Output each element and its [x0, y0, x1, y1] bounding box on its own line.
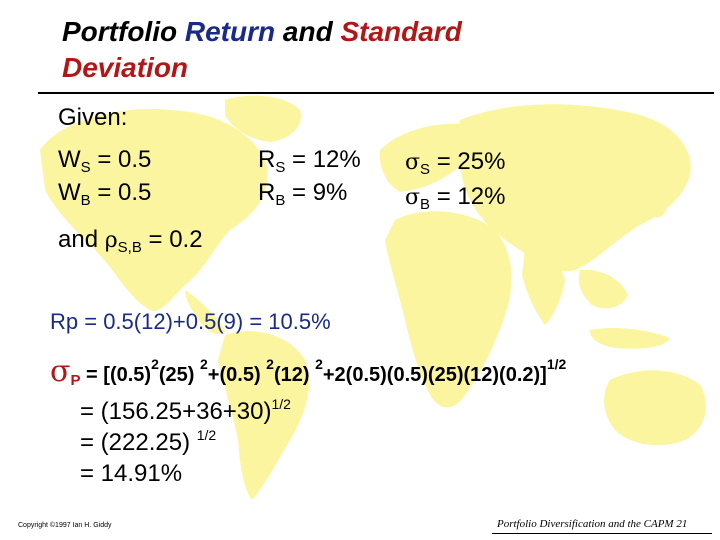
correlation: and ρS,B = 0.2 — [58, 226, 203, 257]
formula-part-1: = [(0.5) — [80, 364, 152, 386]
southeast-asia-shape — [578, 269, 628, 309]
central-america-shape — [185, 290, 225, 335]
title-part-and: and — [275, 16, 341, 47]
return-bond-subscript: B — [275, 192, 286, 209]
title-part-deviation: Deviation — [62, 52, 189, 83]
correlation-prefix: and — [58, 226, 105, 253]
step-3-text: = 14.91% — [80, 460, 183, 487]
step-1-exponent: 1/2 — [271, 396, 291, 412]
return-stock-subscript: S — [275, 159, 286, 176]
return-bond: RB = 9% — [258, 179, 347, 210]
weight-stock-value: = 0.5 — [90, 146, 152, 173]
correlation-subscript: S,B — [117, 239, 142, 256]
sigma-bond-subscript: B — [420, 196, 431, 213]
africa-shape — [385, 211, 512, 408]
slide-title: Portfolio Return and Standard Deviation — [62, 14, 662, 86]
step-3: = 14.91% — [80, 460, 182, 488]
sigma-stock: σS = 25% — [405, 148, 505, 179]
title-part-portfolio: Portfolio — [62, 16, 185, 47]
weight-stock-symbol: W — [58, 146, 81, 173]
sigma-p-symbol: σ — [50, 354, 71, 389]
copyright-notice: Copyright ©1997 Ian H. Giddy — [18, 522, 112, 529]
return-bond-symbol: R — [258, 179, 276, 206]
japan-shape — [650, 188, 669, 218]
step-1-text: = (156.25+36+30) — [80, 398, 272, 425]
step-2-exponent: 1/2 — [196, 427, 217, 443]
portfolio-return-line: Rp = 0.5(12)+0.5(9) = 10.5% — [50, 309, 331, 334]
weight-bond: WB = 0.5 — [58, 179, 151, 210]
return-stock: RS = 12% — [258, 146, 361, 177]
weight-bond-value: = 0.5 — [90, 179, 152, 206]
europe-shape — [379, 123, 475, 192]
weight-bond-symbol: W — [58, 179, 81, 206]
formula-exp-1: 2 — [151, 356, 159, 372]
formula-exp-4: 2 — [315, 356, 323, 372]
step-1: = (156.25+36+30)1/2 — [80, 396, 291, 428]
sigma-p-subscript: P — [70, 372, 81, 389]
formula-exp-3: 2 — [266, 356, 274, 372]
formula-part-5: +2(0.5)(0.5)(25)(12)(0.2)] — [322, 364, 547, 386]
sigma-bond-symbol: σ — [405, 185, 421, 210]
south-america-shape — [218, 331, 310, 500]
title-part-standard: Standard — [340, 16, 462, 47]
step-2: = (222.25) 1/2 — [80, 427, 217, 459]
formula-exp-5: 1/2 — [546, 356, 567, 372]
india-shape — [522, 250, 565, 325]
greenland-shape — [225, 95, 301, 142]
north-america-shape — [40, 109, 268, 311]
return-stock-symbol: R — [258, 146, 276, 173]
weight-stock-subscript: S — [80, 159, 91, 176]
correlation-symbol: ρ — [104, 228, 118, 253]
correlation-value: = 0.2 — [141, 226, 203, 253]
sigma-stock-symbol: σ — [405, 150, 421, 175]
sigma-bond-value: = 12% — [430, 183, 506, 210]
given-label: Given: — [58, 104, 128, 131]
sigma-bond: σB = 12% — [405, 183, 505, 214]
portfolio-sigma-formula: σP = [(0.5)2(25) 2+(0.5) 2(12) 2+2(0.5)(… — [50, 356, 567, 391]
step-2-text: = (222.25) — [80, 429, 197, 456]
weight-stock: WS = 0.5 — [58, 146, 151, 177]
indonesia-shape — [590, 327, 670, 349]
return-bond-value: = 9% — [285, 179, 348, 206]
sigma-stock-subscript: S — [420, 161, 431, 178]
formula-part-4: (12) — [273, 364, 316, 386]
footer-divider — [492, 533, 712, 534]
return-stock-value: = 12% — [285, 146, 361, 173]
formula-exp-2: 2 — [200, 356, 208, 372]
sigma-stock-value: = 25% — [430, 148, 506, 175]
asia-shape — [458, 104, 691, 272]
formula-part-2: (25) — [158, 364, 200, 386]
formula-part-3: +(0.5) — [207, 364, 267, 386]
australia-shape — [603, 370, 706, 446]
title-part-return: Return — [184, 16, 276, 47]
slide-footer-label: Portfolio Diversification and the CAPM 2… — [497, 518, 688, 530]
weight-bond-subscript: B — [80, 192, 91, 209]
title-divider — [38, 92, 714, 94]
